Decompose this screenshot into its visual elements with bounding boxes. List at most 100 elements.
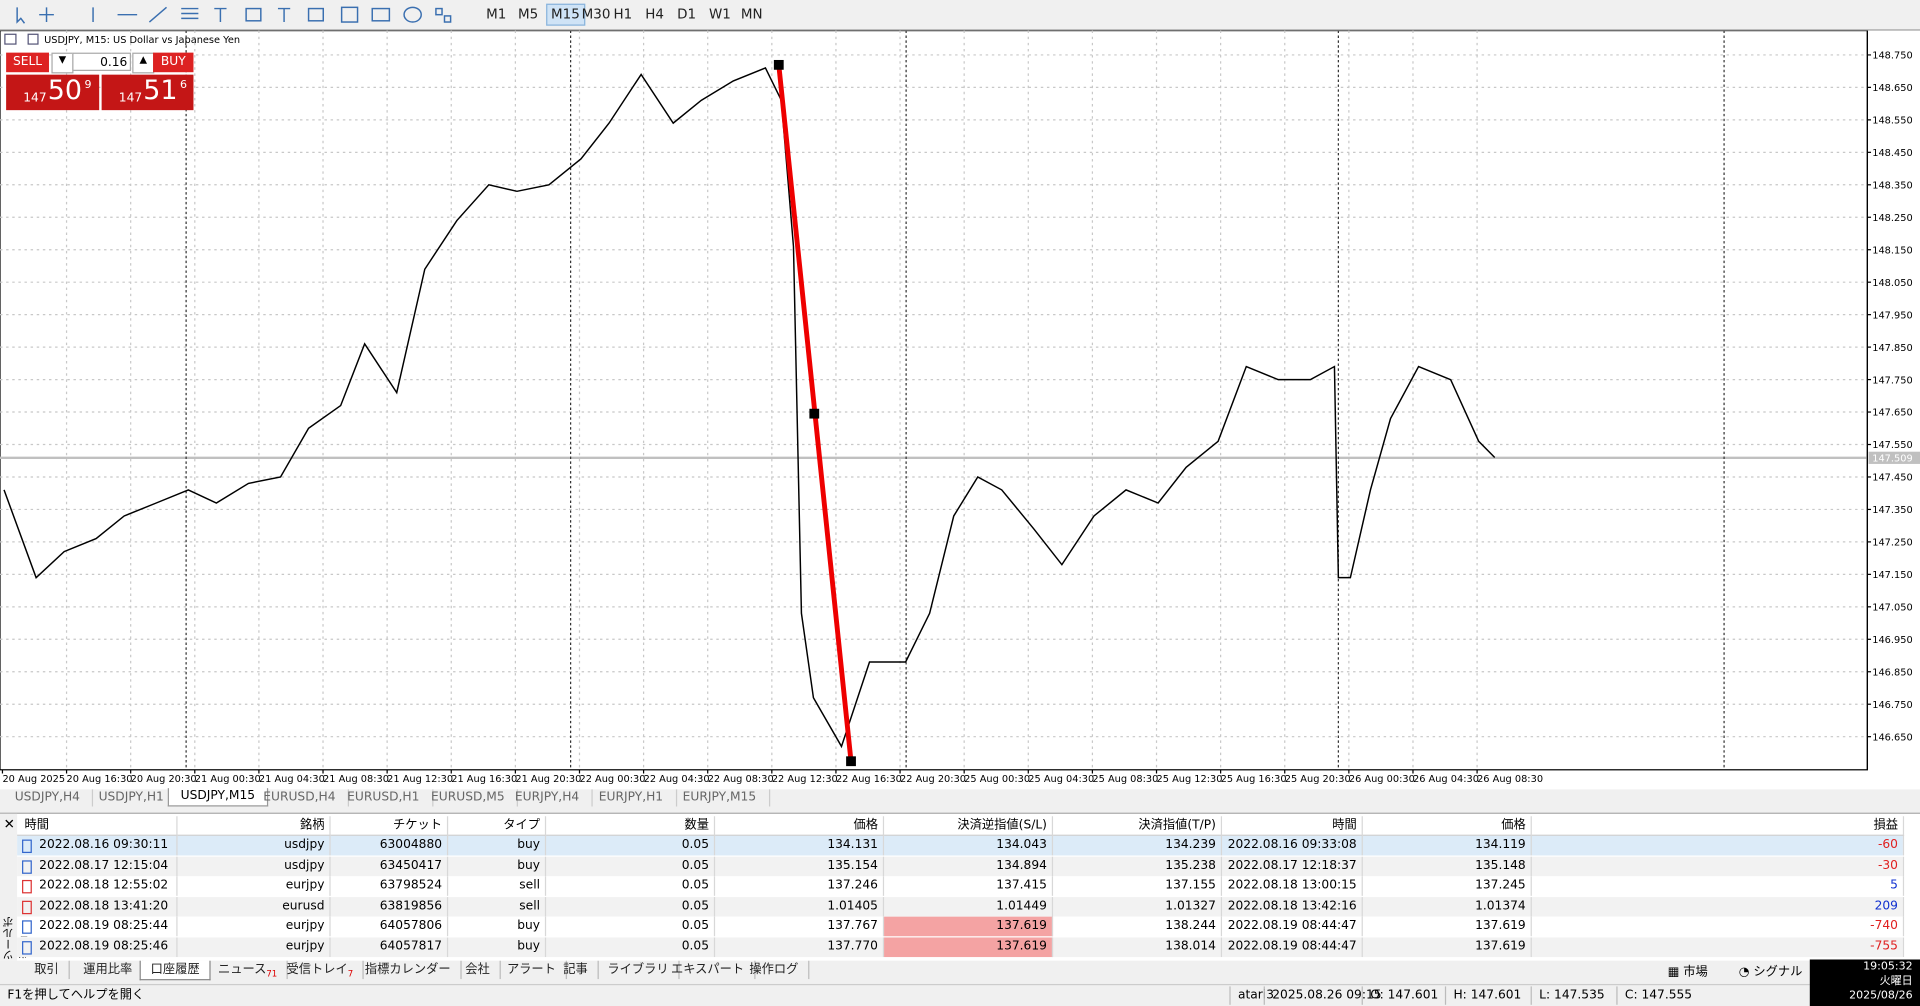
timeframe-button[interactable]: W1 [708, 6, 731, 23]
volume-up[interactable]: ▲ [132, 52, 155, 74]
table-row[interactable] [17, 876, 1903, 896]
table-cell: buy [448, 916, 547, 937]
bottom-tab[interactable]: 記事 [553, 960, 599, 980]
column-header[interactable]: 損益 [1531, 816, 1905, 836]
volume-input[interactable]: 0.16 [72, 52, 132, 71]
chart-tab[interactable]: USDJPY,M15 [167, 788, 269, 807]
table-cell: 0.05 [546, 856, 716, 876]
column-header[interactable]: 価格 [1362, 816, 1532, 836]
x-tick-label: 26 Aug 00:30 [1349, 774, 1415, 785]
market-label: 市場 [1683, 965, 1708, 980]
sell-button[interactable]: SELL [6, 52, 49, 73]
chart-tab[interactable]: EURUSD,M5 [419, 789, 519, 807]
timeframe-button[interactable]: H4 [645, 6, 665, 23]
close-button[interactable]: ✕ [3, 816, 15, 833]
status-item: L: 147.535 [1530, 986, 1605, 1005]
chart-tab[interactable]: EURJPY,H4 [503, 789, 593, 807]
buy-button[interactable]: BUY [153, 52, 194, 73]
signal-button[interactable]: ◔ シグナル [1738, 965, 1803, 980]
table-cell: 134.119 [1363, 835, 1532, 856]
ask-big: 147 [118, 91, 143, 106]
trend-handle[interactable] [846, 756, 856, 767]
current-price-tag [1868, 451, 1920, 464]
price-line [3, 66, 1496, 749]
chart-tab[interactable]: EURUSD,H4 [251, 789, 349, 807]
timeframe-button[interactable]: D1 [677, 6, 697, 23]
table-cell: 134.131 [715, 835, 885, 856]
bid-big: 147 [23, 91, 47, 106]
bottom-tab[interactable]: エキスパート [661, 960, 756, 980]
timeframe-button[interactable]: MN [740, 6, 763, 23]
x-tick-label: 21 Aug 00:30 [195, 774, 261, 785]
table-cell: 2022.08.18 13:42:16 [1222, 896, 1363, 917]
bottom-tab[interactable]: 口座履歴 [139, 960, 211, 981]
table-cell: 64057806 [331, 916, 449, 937]
table-row[interactable] [17, 856, 1903, 876]
bottom-tab[interactable]: ライブラリ [598, 960, 680, 980]
table-cell: 63798524 [331, 876, 449, 896]
y-tick-label: 146.850 [1872, 667, 1912, 678]
bottom-tab-label: 操作ログ [749, 963, 799, 977]
trendline-object[interactable] [773, 59, 856, 767]
timeframe-button[interactable]: M1 [486, 6, 507, 23]
bid-price[interactable]: 147 50 9 [6, 74, 100, 111]
ask-price[interactable]: 147 51 6 [101, 74, 194, 111]
y-tick-label: 146.950 [1872, 635, 1912, 646]
column-header[interactable]: 決済指値(T/P) [1053, 816, 1223, 836]
bottom-tab-label: 取引 [34, 963, 59, 977]
column-header[interactable]: チケット [330, 816, 449, 836]
price-axis: 148.750 148.650 148.550 148.450 148.350 148.2… [1867, 51, 1920, 743]
y-tick-label: 147.550 [1872, 440, 1912, 451]
table-cell: 1.01449 [884, 896, 1054, 917]
chart-tab[interactable]: USDJPY,H4 [2, 789, 94, 807]
chart-tab[interactable]: EURJPY,M15 [670, 789, 770, 807]
timeframe-button[interactable]: M30 [581, 6, 611, 23]
bottom-tab[interactable]: 指標カレンダー [355, 960, 462, 980]
table-cell: 137.415 [884, 876, 1054, 896]
volume-down[interactable]: ▼ [51, 52, 74, 74]
column-header[interactable]: 銘柄 [177, 816, 331, 836]
column-header[interactable]: タイプ [448, 816, 547, 836]
table-cell: 134.239 [1053, 835, 1223, 856]
timeframe-button[interactable]: M15 [546, 3, 585, 26]
table-cell: -30 [1532, 856, 1905, 876]
column-header[interactable]: 数量 [546, 816, 716, 836]
column-header[interactable]: 時間 [1222, 816, 1363, 836]
chart-tab[interactable]: EURUSD,H1 [335, 789, 433, 807]
chart-title: USDJPY, M15: US Dollar vs Japanese Yen [44, 35, 240, 46]
bottom-tab[interactable]: 操作ログ [740, 960, 810, 980]
market-button[interactable]: ▦ 市場 [1667, 965, 1708, 980]
bottom-tab[interactable]: 受信トレイ7 [277, 960, 365, 980]
x-tick-label: 22 Aug 08:30 [708, 774, 774, 785]
trend-handle[interactable] [809, 408, 820, 419]
table-cell: buy [448, 835, 547, 856]
table-cell: 137.619 [1363, 916, 1532, 937]
timeframe-button[interactable]: H1 [613, 6, 633, 23]
column-header[interactable]: 価格 [715, 816, 885, 836]
tool-icons[interactable] [5, 4, 470, 26]
bottom-tab[interactable]: 取引 [24, 960, 70, 980]
timeframe-button[interactable]: M5 [517, 6, 539, 23]
table-cell: 63450417 [331, 856, 449, 876]
column-header[interactable]: 決済逆指値(S/L) [884, 816, 1054, 836]
table-cell: 2022.08.19 08:25:44 [17, 916, 178, 937]
table-row[interactable] [17, 835, 1903, 856]
chart-tab[interactable]: EURJPY,H1 [587, 789, 677, 807]
column-header[interactable]: 時間 [17, 816, 178, 836]
bottom-tab[interactable]: 会社 [456, 960, 501, 980]
table-cell: 137.770 [715, 936, 885, 957]
x-tick-label: 21 Aug 08:30 [323, 774, 389, 785]
bottom-tab[interactable]: 運用比率 [73, 960, 144, 980]
y-tick-label: 146.750 [1872, 700, 1912, 711]
table-cell: usdjpy [178, 856, 331, 876]
trend-handle[interactable] [773, 59, 784, 70]
table-row[interactable] [17, 896, 1903, 917]
order-icon [22, 879, 32, 894]
y-tick-label: 147.250 [1872, 538, 1912, 549]
bottom-tab[interactable]: アラート [497, 960, 567, 980]
y-tick-label: 148.450 [1872, 148, 1912, 159]
table-cell: 137.767 [715, 916, 885, 937]
bottom-tab[interactable]: ニュース71 [208, 960, 289, 980]
chart-tab[interactable]: USDJPY,H1 [86, 789, 178, 807]
